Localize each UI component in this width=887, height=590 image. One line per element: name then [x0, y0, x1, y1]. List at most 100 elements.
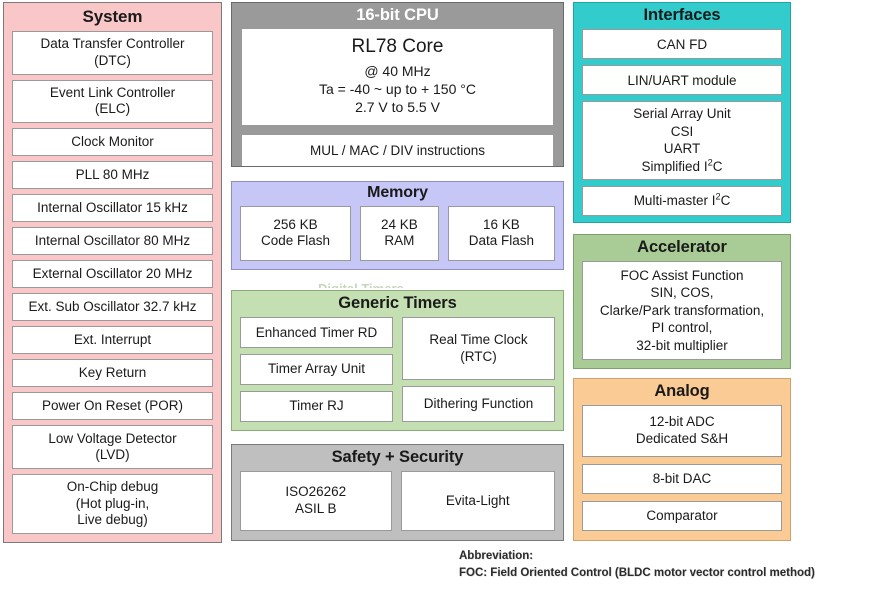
- memory-block-code-flash: 256 KB Code Flash: [240, 205, 352, 261]
- panel-title-cpu: 16-bit CPU: [356, 6, 439, 24]
- system-item-lvd: Low Voltage Detector (LVD): [12, 425, 213, 469]
- panel-title-generic-timers: Generic Timers: [338, 294, 457, 312]
- interface-can-fd: CAN FD: [582, 29, 782, 60]
- system-item-dtc: Data Transfer Controller (DTC): [12, 30, 213, 75]
- footnote-line1: Abbreviation:: [459, 550, 534, 562]
- panel-title-memory: Memory: [367, 184, 428, 201]
- interface-mmi2c-sup: 2: [715, 191, 721, 202]
- analog-item-adc: 12-bit ADC Dedicated S&H: [582, 405, 782, 457]
- memory-block-data-flash: 16 KB Data Flash: [447, 205, 556, 261]
- analog-item-dac: 8-bit DAC: [582, 464, 782, 494]
- panel-safety-security: Safety + Security ISO26262 ASIL B Evita-…: [231, 444, 564, 541]
- cpu-core-block: RL78 Core @ 40 MHz Ta = -40 ~ up to + 15…: [241, 28, 554, 126]
- analog-item-comparator: Comparator: [582, 501, 782, 531]
- memory-block-ram-size: 24 KB: [381, 216, 418, 232]
- interface-sau-line2: CSI: [670, 123, 694, 139]
- cpu-body: RL78 Core @ 40 MHz Ta = -40 ~ up to + 15…: [232, 28, 563, 166]
- memory-block-code-flash-kind: Code Flash: [260, 233, 331, 249]
- panel-generic-timers: Generic Timers Enhanced Timer RD Timer A…: [231, 290, 564, 431]
- cpu-core-clock: @ 40 MHz: [364, 63, 431, 79]
- timer-rtc-line2: (RTC): [460, 348, 497, 364]
- safety-item-iso26262-line1: ISO26262: [285, 484, 347, 500]
- system-item-elc-label: Event Link Controller (ELC): [49, 84, 176, 117]
- system-item-on-chip-debug: On-Chip debug (Hot plug-in, Live debug): [12, 473, 213, 534]
- interface-serial-array-unit: Serial Array Unit CSI UART Simplified I2…: [582, 101, 782, 180]
- system-item-external-osc-20mhz: External Oscillator 20 MHz: [12, 260, 213, 289]
- footnote-abbreviation: Abbreviation: FOC: Field Oriented Contro…: [459, 548, 879, 581]
- safety-item-evita-light-label: Evita-Light: [445, 492, 510, 508]
- interface-sau-i2c-sup: 2: [707, 157, 713, 168]
- clipped-top-text-timers: Digital Timers: [318, 282, 478, 288]
- timer-real-time-clock: Real Time Clock (RTC): [402, 317, 555, 381]
- panel-title-system: System: [82, 7, 143, 26]
- cpu-instructions: MUL / MAC / DIV instructions: [241, 133, 554, 166]
- timers-grid: Enhanced Timer RD Timer Array Unit Timer…: [232, 317, 563, 430]
- accelerator-line5: 32-bit multiplier: [636, 337, 728, 353]
- system-item-por: Power On Reset (POR): [12, 392, 213, 421]
- timer-dithering-function: Dithering Function: [402, 386, 555, 422]
- system-items: Data Transfer Controller (DTC) Event Link…: [4, 30, 221, 542]
- system-item-ext-interrupt: Ext. Interrupt: [12, 326, 213, 355]
- timer-rtc-line1: Real Time Clock: [429, 332, 528, 348]
- timers-left-column: Enhanced Timer RD Timer Array Unit Timer…: [240, 317, 393, 422]
- panel-interfaces: Interfaces CAN FD LIN/UART module Serial…: [573, 2, 791, 223]
- accelerator-line4: PI control,: [651, 320, 713, 336]
- system-item-clock-monitor: Clock Monitor: [12, 128, 213, 157]
- safety-item-iso26262-line2: ASIL B: [294, 501, 337, 517]
- timer-rj: Timer RJ: [240, 391, 393, 422]
- panel-title-safety-security: Safety + Security: [331, 448, 464, 466]
- accelerator-foc-block: FOC Assist Function SIN, COS, Clarke/Par…: [582, 261, 782, 360]
- system-item-internal-osc-15khz: Internal Oscillator 15 kHz: [12, 194, 213, 223]
- interface-sau-line3: UART: [663, 141, 701, 157]
- memory-block-data-flash-size: 16 KB: [483, 216, 520, 232]
- timers-right-column: Real Time Clock (RTC) Dithering Function: [402, 317, 555, 422]
- timer-enhanced-timer-rd: Enhanced Timer RD: [240, 317, 393, 349]
- system-item-dtc-label: Data Transfer Controller (DTC): [40, 36, 185, 68]
- system-item-internal-osc-80mhz: Internal Oscillator 80 MHz: [12, 227, 213, 256]
- panel-system: System Data Transfer Controller (DTC) Eve…: [3, 2, 222, 543]
- analog-adc-line1: 12-bit ADC: [649, 414, 715, 430]
- interface-mmi2c-post: C: [720, 192, 731, 208]
- system-item-ext-sub-osc: Ext. Sub Oscillator 32.7 kHz: [12, 293, 213, 322]
- system-item-pll: PLL 80 MHz: [12, 161, 213, 190]
- accelerator-body: FOC Assist Function SIN, COS, Clarke/Par…: [574, 261, 790, 368]
- interface-mmi2c-pre: Multi-master I: [633, 192, 716, 208]
- system-item-lvd-label: Low Voltage Detector (LVD): [48, 430, 177, 463]
- memory-block-ram-kind: RAM: [384, 233, 415, 249]
- interface-sau-line4: Simplified I2C: [642, 158, 723, 176]
- panel-title-analog: Analog: [654, 382, 710, 400]
- interface-multi-master-i2c: Multi-master I2C: [582, 185, 782, 216]
- interface-multi-master-i2c-label: Multi-master I2C: [634, 192, 731, 210]
- panel-cpu: 16-bit CPU RL78 Core @ 40 MHz Ta = -40 ~…: [231, 2, 564, 167]
- timer-array-unit: Timer Array Unit: [240, 354, 393, 386]
- memory-block-code-flash-size: 256 KB: [273, 216, 318, 232]
- accelerator-line1: FOC Assist Function: [620, 267, 744, 283]
- analog-adc-line2: Dedicated S&H: [635, 431, 729, 447]
- panel-analog: Analog 12-bit ADC Dedicated S&H 8-bit DA…: [573, 378, 791, 541]
- system-item-key-return: Key Return: [12, 359, 213, 388]
- system-item-elc: Event Link Controller (ELC): [12, 79, 213, 124]
- cpu-core-voltage: 2.7 V to 5.5 V: [355, 99, 440, 116]
- safety-items: ISO26262 ASIL B Evita-Light: [232, 471, 563, 540]
- memory-block-data-flash-kind: Data Flash: [468, 233, 535, 249]
- panel-title-interfaces: Interfaces: [643, 6, 721, 24]
- safety-item-evita-light: Evita-Light: [400, 471, 555, 531]
- cpu-core-name: RL78 Core: [351, 36, 444, 58]
- interface-sau-i2c-pre: Simplified I: [641, 158, 708, 174]
- safety-item-iso26262: ISO26262 ASIL B: [240, 471, 392, 531]
- panel-accelerator: Accelerator FOC Assist Function SIN, COS…: [573, 234, 791, 369]
- panel-memory: Memory 256 KB Code Flash 24 KB RAM 16 KB…: [231, 181, 564, 270]
- interfaces-items: CAN FD LIN/UART module Serial Array Unit…: [574, 29, 790, 222]
- footnote-line2: FOC: Field Oriented Control (BLDC motor …: [459, 566, 815, 579]
- accelerator-line3: Clarke/Park transformation,: [599, 302, 765, 318]
- panel-title-accelerator: Accelerator: [637, 238, 727, 256]
- memory-blocks: 256 KB Code Flash 24 KB RAM 16 KB Data F…: [232, 205, 563, 269]
- memory-block-ram: 24 KB RAM: [360, 205, 439, 261]
- accelerator-line2: SIN, COS,: [650, 285, 714, 301]
- system-item-on-chip-debug-label: On-Chip debug (Hot plug-in, Live debug): [66, 479, 159, 528]
- interface-lin-uart: LIN/UART module: [582, 65, 782, 96]
- analog-items: 12-bit ADC Dedicated S&H 8-bit DAC Compa…: [574, 405, 790, 540]
- interface-sau-line1: Serial Array Unit: [633, 106, 731, 122]
- cpu-core-temp: Ta = -40 ~ up to + 150 °C: [319, 81, 476, 98]
